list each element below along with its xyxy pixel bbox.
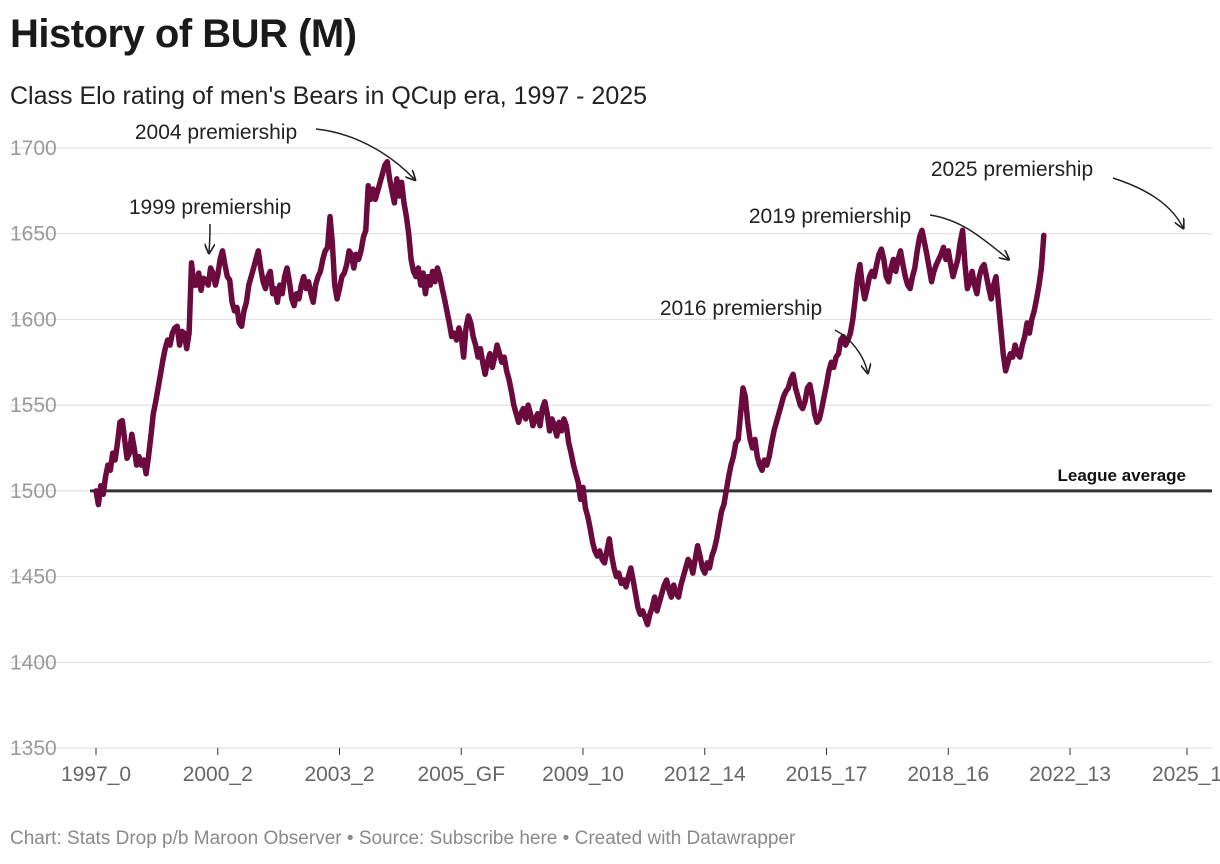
- annotation-label: 2025 premiership: [931, 158, 1093, 181]
- y-tick-label: 1400: [10, 651, 57, 674]
- footer-source-prefix: Source:: [358, 828, 430, 849]
- annotation-label: 2019 premiership: [749, 205, 911, 228]
- x-tick-label: 2025_1: [1152, 763, 1220, 786]
- y-tick-label: 1600: [10, 308, 57, 331]
- y-tick-label: 1700: [10, 137, 57, 160]
- x-tick-label: 2015_17: [786, 763, 868, 786]
- y-tick-label: 1550: [10, 394, 57, 417]
- chart-subtitle: Class Elo rating of men's Bears in QCup …: [10, 82, 648, 110]
- series-line-bur-m: [93, 158, 1047, 628]
- x-tick-label: 2012_14: [664, 763, 746, 786]
- x-tick-label: 2000_2: [183, 763, 253, 786]
- x-tick-label: 2018_16: [907, 763, 989, 786]
- x-tick-label: 2022_13: [1029, 763, 1111, 786]
- x-tick-label: 2009_10: [542, 763, 624, 786]
- footer-created-with: Created with Datawrapper: [574, 828, 796, 849]
- x-tick-label: 1997_0: [61, 763, 131, 786]
- y-tick-label: 1650: [10, 223, 57, 246]
- annotation-arrow: [834, 329, 868, 372]
- line-chart: 1350 1400 1450 1500 1550 1600 1650 1700 1997_0 20…: [10, 121, 1220, 786]
- annotation-arrow: [209, 223, 210, 252]
- y-tick-label: 1500: [10, 480, 57, 503]
- annotation-arrow: [929, 214, 1008, 259]
- annotation-label: 1999 premiership: [129, 196, 291, 219]
- league-average-label: League average: [1057, 466, 1186, 485]
- footer-credit: Chart: Stats Drop p/b Maroon Observer: [10, 828, 342, 849]
- annotation-label: 2004 premiership: [135, 121, 297, 144]
- annotation-arrow: [1112, 177, 1183, 227]
- chart-footer: Chart: Stats Drop p/b Maroon Observer • …: [10, 828, 795, 850]
- annotation-arrow: [315, 128, 414, 179]
- y-tick-label: 1450: [10, 566, 57, 589]
- x-tick-label: 2005_GF: [417, 763, 505, 786]
- chart-title: History of BUR (M): [10, 12, 357, 56]
- footer-separator: •: [557, 828, 575, 849]
- footer-separator: •: [341, 828, 359, 849]
- y-tick-label: 1350: [10, 737, 57, 760]
- annotation-label: 2016 premiership: [660, 297, 822, 320]
- x-tick-label: 2003_2: [304, 763, 374, 786]
- footer-source-link[interactable]: Subscribe here: [429, 828, 558, 849]
